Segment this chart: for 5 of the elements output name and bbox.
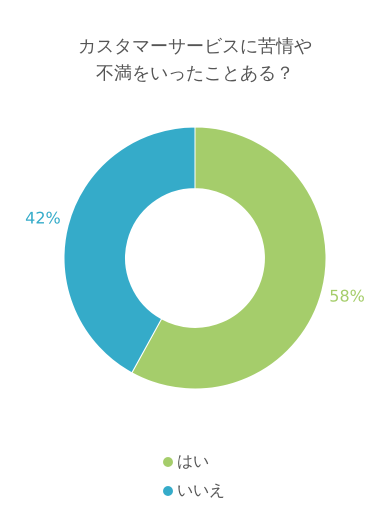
legend-label: いいえ xyxy=(177,480,225,500)
data-label: 42% xyxy=(25,208,61,228)
chart-title: カスタマーサービスに苦情や不満をいったことある？ xyxy=(78,36,312,84)
legend-label: はい xyxy=(177,451,209,470)
data-label: 58% xyxy=(329,286,365,306)
